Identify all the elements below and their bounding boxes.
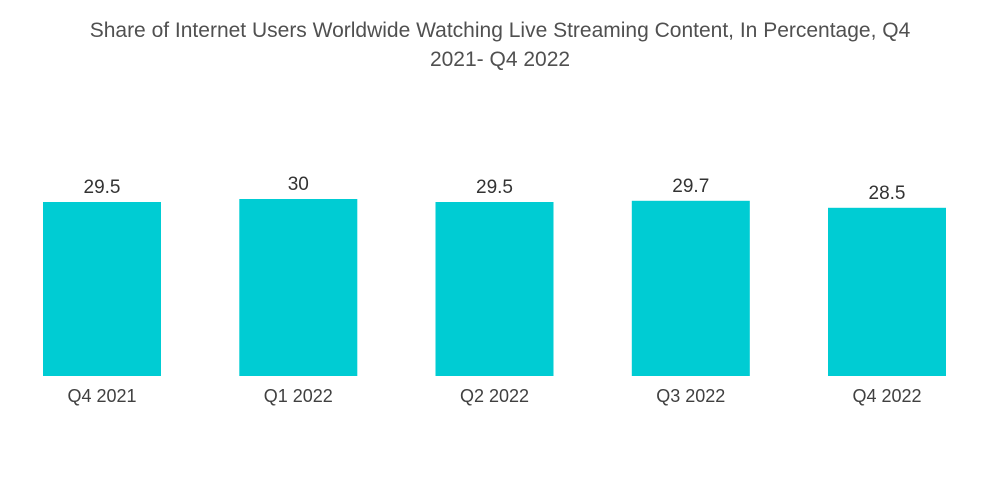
value-label: 29.5 xyxy=(476,177,513,198)
bar-q4-2022 xyxy=(828,207,946,376)
value-label: 29.7 xyxy=(672,176,709,197)
chart-title-line-2: 2021- Q4 2022 xyxy=(429,48,571,71)
value-label: 30 xyxy=(288,174,309,195)
bar-q2-2022 xyxy=(435,202,554,376)
bars-group xyxy=(43,199,946,376)
chart-title: Share of Internet Users Worldwide Watchi… xyxy=(0,16,1000,74)
category-tick-label: Q3 2022 xyxy=(656,386,725,406)
value-label: 28.5 xyxy=(869,183,906,204)
category-tick-label: Q4 2022 xyxy=(852,386,921,406)
bar-q4-2021 xyxy=(43,202,161,376)
category-tick-label: Q2 2022 xyxy=(460,386,529,406)
chart-title-line-1: Share of Internet Users Worldwide Watchi… xyxy=(89,19,911,42)
value-labels-group: 29.5 30 29.5 29.7 28.5 xyxy=(84,174,906,204)
category-tick-label: Q1 2022 xyxy=(264,386,333,406)
bar-q3-2022 xyxy=(631,200,750,376)
bar-q1-2022 xyxy=(239,199,358,376)
value-label: 29.5 xyxy=(84,177,121,198)
category-tick-label: Q4 2021 xyxy=(67,386,136,406)
category-labels-group: Q4 2021 Q1 2022 Q2 2022 Q3 2022 Q4 2022 xyxy=(67,386,921,406)
